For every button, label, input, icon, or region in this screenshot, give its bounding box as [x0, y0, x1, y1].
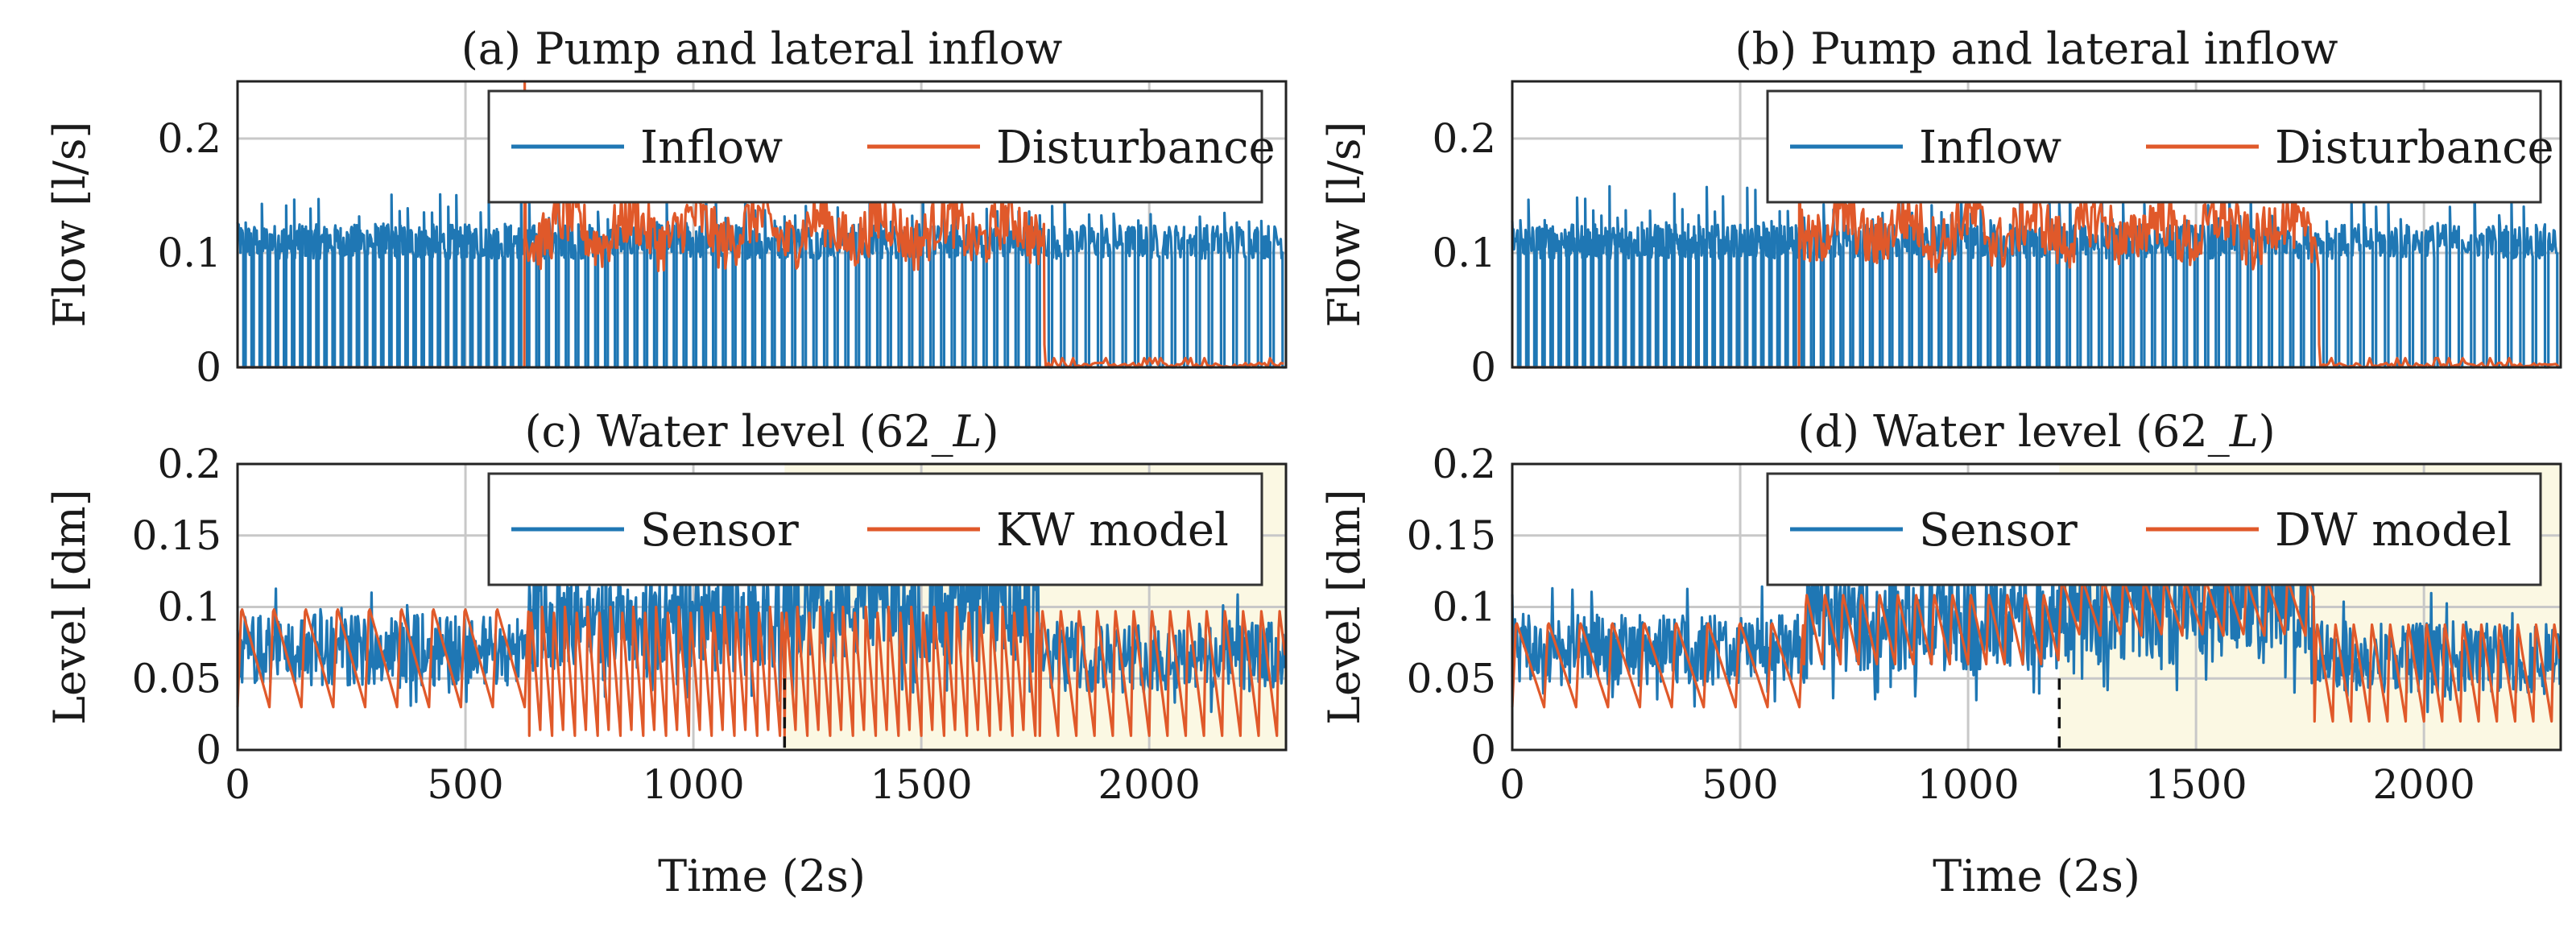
- chart-title: (c) Water level (62_L): [524, 406, 999, 457]
- x-tick-label: 500: [427, 761, 503, 808]
- chart-title-end: ): [982, 406, 999, 457]
- x-axis-label: Time (2s): [1933, 851, 2140, 901]
- chart-title-main: (c) Water level (62_: [524, 406, 953, 457]
- legend-entry: Disturbance: [996, 122, 1276, 174]
- chart-panel-a: 0 0.1 0.2 (a) Pump and lateral inflow Flow […: [44, 23, 1288, 391]
- series-line-inflow: [1511, 183, 2561, 369]
- chart-title: (a) Pump and lateral inflow: [461, 23, 1063, 74]
- x-tick-label: 1000: [642, 761, 744, 808]
- legend-entry: KW model: [996, 504, 1229, 557]
- plot-frame: [1511, 80, 2562, 369]
- legend-entry: Disturbance: [2275, 122, 2554, 174]
- y-tick-label: 0.1: [1432, 230, 1496, 276]
- chart-title-italic: L: [2229, 406, 2259, 457]
- y-tick-label: 0.2: [1432, 115, 1496, 162]
- chart-title-end: ): [2259, 406, 2276, 457]
- x-tick-label: 500: [1701, 761, 1778, 808]
- legend-entry: Inflow: [1919, 122, 2061, 174]
- y-tick-label: 0.15: [1407, 512, 1496, 559]
- y-tick-label: 0.2: [1432, 441, 1496, 487]
- chart-title-main: (d) Water level (62_: [1797, 406, 2229, 457]
- chart-panel-c: 0 0.05 0.1 0.15 0.2 0 500 1000 1500 2000 (c) Water…: [44, 406, 1288, 901]
- chart-title-italic: L: [953, 406, 982, 457]
- legend-entry: Sensor: [1919, 504, 2078, 557]
- chart-panel-b: 0 0.1 0.2 (b) Pump and lateral inflow Flow […: [1319, 23, 2562, 391]
- chart-title: (d) Water level (62_L): [1797, 406, 2275, 457]
- y-axis-label: Level [dm]: [44, 489, 95, 725]
- chart-panel-d: 0 0.05 0.1 0.15 0.2 0 500 1000 1500 2000 (d) Water…: [1319, 406, 2562, 901]
- x-tick-label: 1500: [2145, 761, 2247, 808]
- plot-frame: [236, 80, 1288, 369]
- y-tick-label: 0.05: [132, 655, 221, 702]
- y-tick-label: 0: [1470, 727, 1496, 773]
- y-tick-label: 0.1: [157, 584, 221, 631]
- x-tick-label: 2000: [1098, 761, 1201, 808]
- x-tick-label: 1000: [1916, 761, 2019, 808]
- x-axis-label: Time (2s): [658, 851, 866, 901]
- chart-title: (b) Pump and lateral inflow: [1735, 23, 2338, 74]
- y-tick-label: 0.1: [1432, 584, 1496, 631]
- y-tick-label: 0.1: [157, 230, 221, 276]
- y-tick-label: 0: [1470, 344, 1496, 391]
- plot-frame: [236, 462, 1288, 752]
- series-line-kw-model: [236, 605, 1287, 737]
- plot-frame: [1511, 462, 2562, 752]
- x-tick-label: 0: [1499, 761, 1525, 808]
- y-axis-label: Flow [l/s]: [44, 122, 95, 328]
- legend-entry: Sensor: [640, 504, 799, 557]
- legend-entry: Inflow: [640, 122, 783, 174]
- y-tick-label: 0: [196, 727, 221, 773]
- series-line-inflow: [236, 180, 1286, 369]
- series-line-dw-model: [1511, 578, 2562, 723]
- y-tick-label: 0: [196, 344, 221, 391]
- y-axis-label: Flow [l/s]: [1319, 122, 1370, 328]
- y-tick-label: 0.2: [157, 115, 221, 162]
- x-tick-label: 0: [225, 761, 250, 808]
- y-tick-label: 0.15: [132, 512, 221, 559]
- legend-entry: DW model: [2275, 504, 2512, 557]
- y-tick-label: 0.05: [1407, 655, 1496, 702]
- y-tick-label: 0.2: [157, 441, 221, 487]
- x-tick-label: 1500: [870, 761, 973, 808]
- y-axis-label: Level [dm]: [1319, 489, 1370, 725]
- x-tick-label: 2000: [2373, 761, 2475, 808]
- series-line-disturbance: [1512, 97, 2560, 369]
